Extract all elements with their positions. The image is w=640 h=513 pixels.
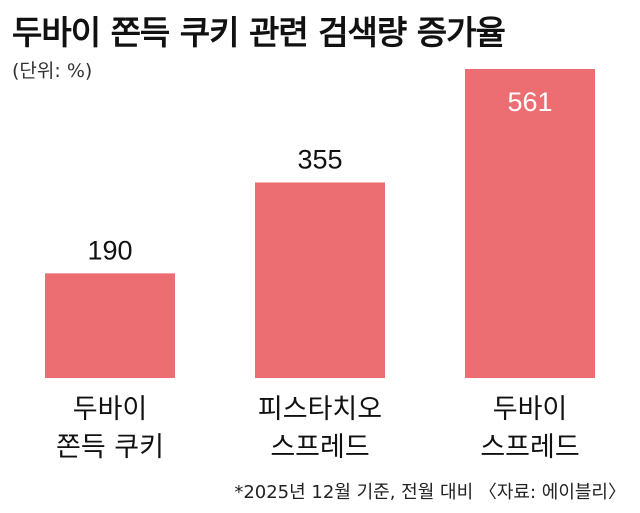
bar-3 (465, 69, 595, 378)
category-label-3-line-1: 두바이 (493, 394, 568, 425)
category-label-1-line-2: 쫀득 쿠키 (56, 432, 164, 463)
category-label-2-line-1: 피스타치오 (258, 394, 382, 425)
value-label-1: 190 (87, 235, 132, 265)
chart-title: 두바이 쫀득 쿠키 관련 검색량 증가율 (12, 13, 506, 52)
value-label-2: 355 (297, 144, 342, 174)
unit-label: (단위: %) (12, 60, 93, 82)
category-label-2-line-2: 스프레드 (270, 432, 369, 463)
category-label-1-line-1: 두바이 (73, 394, 148, 425)
bar-1 (45, 273, 175, 378)
value-label-3: 561 (507, 87, 552, 117)
footnote: *2025년 12월 기준, 전월 대비 〈자료: 에이블리〉 (234, 482, 626, 503)
bar-2 (255, 182, 385, 378)
category-label-3-line-2: 스프레드 (480, 432, 579, 463)
